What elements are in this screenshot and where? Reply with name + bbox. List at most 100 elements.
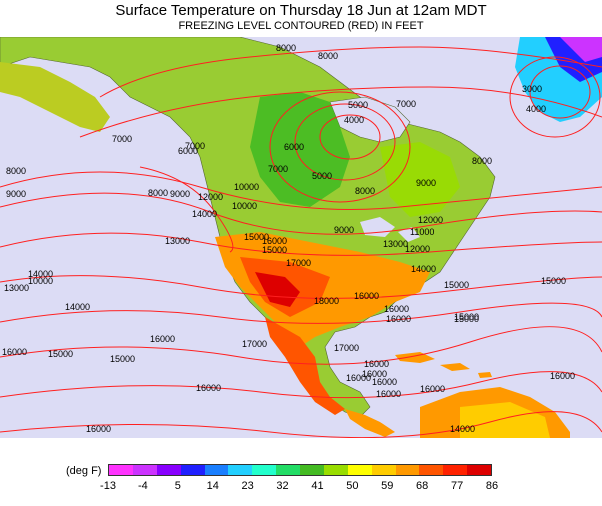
contour-label: 14000 — [28, 269, 53, 279]
contour-label: 14000 — [450, 424, 475, 434]
legend-swatch — [467, 465, 491, 475]
legend-unit-label: (deg F) — [66, 465, 102, 477]
contour-label: 13000 — [165, 236, 190, 246]
contour-label: 5000 — [348, 100, 368, 110]
contour-label: 12000 — [198, 192, 223, 202]
legend-tick-label: 50 — [346, 480, 359, 492]
contour-label: 7000 — [396, 99, 416, 109]
contour-label: 3000 — [522, 84, 542, 94]
legend-tick-label: 59 — [381, 480, 394, 492]
contour-label: 16000 — [384, 304, 409, 314]
contour-label: 7000 — [185, 141, 205, 151]
contour-label: 8000 — [472, 156, 492, 166]
legend-tick-label: 77 — [450, 480, 464, 492]
map-title: Surface Temperature on Thursday 18 Jun a… — [115, 2, 487, 19]
contour-labels: 8000 8000 7000 5000 4000 3000 4000 6000 … — [2, 43, 575, 434]
contour-label: 16000 — [86, 424, 111, 434]
legend-swatch — [180, 465, 205, 475]
contour-label: 14000 — [411, 264, 436, 274]
legend-swatch — [347, 465, 372, 475]
contour-label: 8000 — [318, 51, 338, 61]
contour-label: 9000 — [6, 189, 26, 199]
legend-tick-label: 68 — [416, 480, 429, 492]
legend-swatch — [371, 465, 396, 475]
contour-label: 12000 — [418, 215, 443, 225]
contour-label: 6000 — [178, 146, 198, 156]
contour-label: 14000 — [192, 209, 217, 219]
contour-label: 15000 — [262, 245, 287, 255]
legend-swatch — [276, 465, 300, 475]
temperature-legend: (deg F) -13 -4 5 14 23 32 41 50 59 68 77 86 — [0, 444, 602, 506]
contour-label: 9000 — [416, 178, 436, 188]
contour-label: 10000 — [232, 201, 257, 211]
land-south-america — [420, 387, 570, 438]
contour-label: 11000 — [410, 227, 434, 237]
contour-label: 16000 — [376, 389, 401, 399]
contour-label: 15000 — [454, 312, 479, 322]
contour-label: 5000 — [312, 171, 332, 181]
contour-label: 15000 — [110, 354, 135, 364]
contour-label: 8000 — [6, 166, 26, 176]
contour-label: 17000 — [286, 258, 311, 268]
contour-label: 16000 — [372, 377, 397, 387]
contour-label: 8000 — [355, 186, 375, 196]
contour-label: 12000 — [405, 244, 430, 254]
contour-label: 16000 — [346, 373, 371, 383]
map-svg: 8000 8000 7000 5000 4000 3000 4000 6000 … — [0, 37, 602, 438]
map-subtitle: FREEZING LEVEL CONTOURED (RED) IN FEET — [178, 20, 424, 32]
contour-label: 17000 — [334, 343, 359, 353]
contour-label: 15000 — [454, 314, 479, 324]
legend-swatch — [252, 465, 277, 475]
temperature-map: 8000 8000 7000 5000 4000 3000 4000 6000 … — [0, 37, 602, 438]
map-header: Surface Temperature on Thursday 18 Jun a… — [0, 0, 602, 36]
contour-label: 4000 — [344, 115, 364, 125]
contour-label: 7000 — [268, 164, 288, 174]
legend-tick-label: 41 — [311, 480, 324, 492]
contour-label: 16000 — [150, 334, 175, 344]
contour-label: 15000 — [444, 280, 469, 290]
legend-tick-label: 32 — [276, 480, 289, 492]
contour-label: 15000 — [244, 232, 269, 242]
contour-label: 16000 — [550, 371, 575, 381]
contour-label: 14000 — [65, 302, 90, 312]
contour-label: 13000 — [4, 283, 29, 293]
contour-label: 15000 — [541, 276, 566, 286]
contour-label: 17000 — [242, 339, 267, 349]
contour-label: 9000 — [170, 189, 190, 199]
contour-label: 10000 — [28, 276, 53, 286]
legend-swatch — [419, 465, 444, 475]
contour-label: 15000 — [48, 349, 73, 359]
caribbean-islands — [395, 352, 492, 378]
contour-label: 16000 — [386, 314, 411, 324]
contour-label: 16000 — [262, 236, 287, 246]
contour-label: 9000 — [334, 225, 354, 235]
legend-tick-label: 86 — [485, 480, 499, 492]
contour-label: 10000 — [234, 182, 259, 192]
contour-label: 7000 — [112, 134, 132, 144]
contour-label: 16000 — [420, 384, 445, 394]
legend-ticks: -13 -4 5 14 23 32 41 50 59 68 77 86 — [100, 480, 498, 496]
legend-swatch — [300, 465, 324, 475]
legend-swatch — [109, 465, 133, 475]
contour-label: 6000 — [284, 142, 304, 152]
contour-label: 8000 — [276, 43, 296, 53]
legend-tick-label: -13 — [100, 480, 116, 492]
legend-swatch — [132, 465, 157, 475]
legend-swatch — [156, 465, 181, 475]
legend-swatch — [323, 465, 348, 475]
contour-label: 16000 — [196, 383, 221, 393]
contour-label: 16000 — [362, 369, 387, 379]
contour-label: 13000 — [383, 239, 408, 249]
legend-color-bar — [108, 464, 492, 476]
land-north-america — [0, 37, 602, 437]
legend-tick-label: -4 — [138, 480, 148, 492]
contour-label: 18000 — [314, 296, 339, 306]
legend-tick-label: 5 — [174, 480, 181, 492]
contour-label: 16000 — [364, 359, 389, 369]
legend-tick-label: 14 — [206, 480, 219, 492]
legend-tick-label: 23 — [241, 480, 254, 492]
contour-label: 16000 — [2, 347, 27, 357]
contour-label: 16000 — [354, 291, 379, 301]
legend-swatch — [228, 465, 253, 475]
legend-swatch — [204, 465, 229, 475]
